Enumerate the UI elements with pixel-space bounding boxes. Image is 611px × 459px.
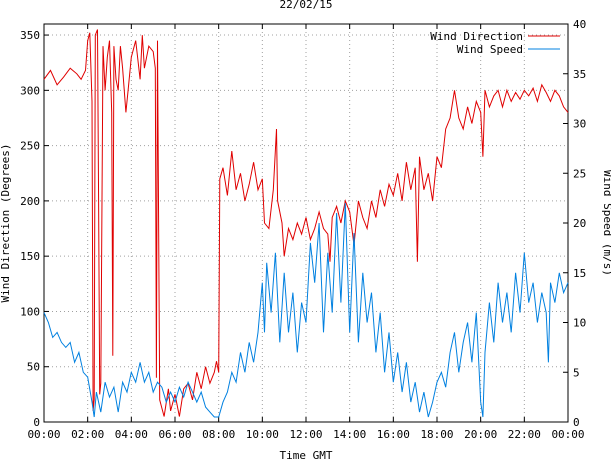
x-tick-label: 04:00 [115,428,148,441]
legend-label: Wind Speed [457,43,523,56]
y-left-tick-label: 350 [20,29,40,42]
y-right-tick-label: 5 [573,366,580,379]
x-tick-label: 00:00 [551,428,584,441]
y-right-tick-label: 15 [573,267,586,280]
y-right-tick-label: 30 [573,118,586,131]
series-group [43,29,569,418]
x-tick-label: 14:00 [333,428,366,441]
x-tick-label: 06:00 [158,428,191,441]
y-left-tick-label: 250 [20,140,40,153]
x-tick-label: 22:00 [508,428,541,441]
x-axis-ticks: 00:00 02:00 04:00 06:00 08:00 10:00 12:00 14:00… [27,24,585,441]
y-left-tick-label: 100 [20,305,40,318]
y-axis-right-ticks: 0 5 10 15 20 25 30 35 40 [563,18,586,429]
series-line-wind-speed [43,203,569,418]
x-tick-label: 02:00 [71,428,104,441]
y-left-tick-label: 300 [20,84,40,97]
x-tick-label: 20:00 [464,428,497,441]
y-right-tick-label: 25 [573,167,586,180]
y-axis-left-ticks: 0 50 100 150 200 250 300 350 [20,29,49,429]
chart-title: 22/02/15 [280,0,333,11]
y-right-tick-label: 20 [573,217,586,230]
series-line-wind-direction [43,29,569,417]
legend-label: Wind Direction [430,30,523,43]
x-tick-label: 00:00 [27,428,60,441]
y-axis-right-label: Wind Speed (m/s) [601,170,611,276]
plot-frame [43,23,569,423]
x-tick-label: 08:00 [202,428,235,441]
x-tick-label: 10:00 [246,428,279,441]
y-right-tick-label: 10 [573,317,586,330]
grid [44,24,568,422]
y-right-tick-label: 35 [573,68,586,81]
y-left-tick-label: 50 [27,361,40,374]
y-right-tick-label: 0 [573,416,580,429]
y-left-tick-label: 0 [33,416,40,429]
y-axis-left-label: Wind Direction (Degrees) [0,144,12,303]
x-axis-label: Time GMT [280,449,333,459]
x-tick-label: 18:00 [420,428,453,441]
y-left-tick-label: 200 [20,195,40,208]
x-tick-label: 12:00 [289,428,322,441]
x-tick-label: 16:00 [377,428,410,441]
y-right-tick-label: 40 [573,18,586,31]
y-left-tick-label: 150 [20,250,40,263]
